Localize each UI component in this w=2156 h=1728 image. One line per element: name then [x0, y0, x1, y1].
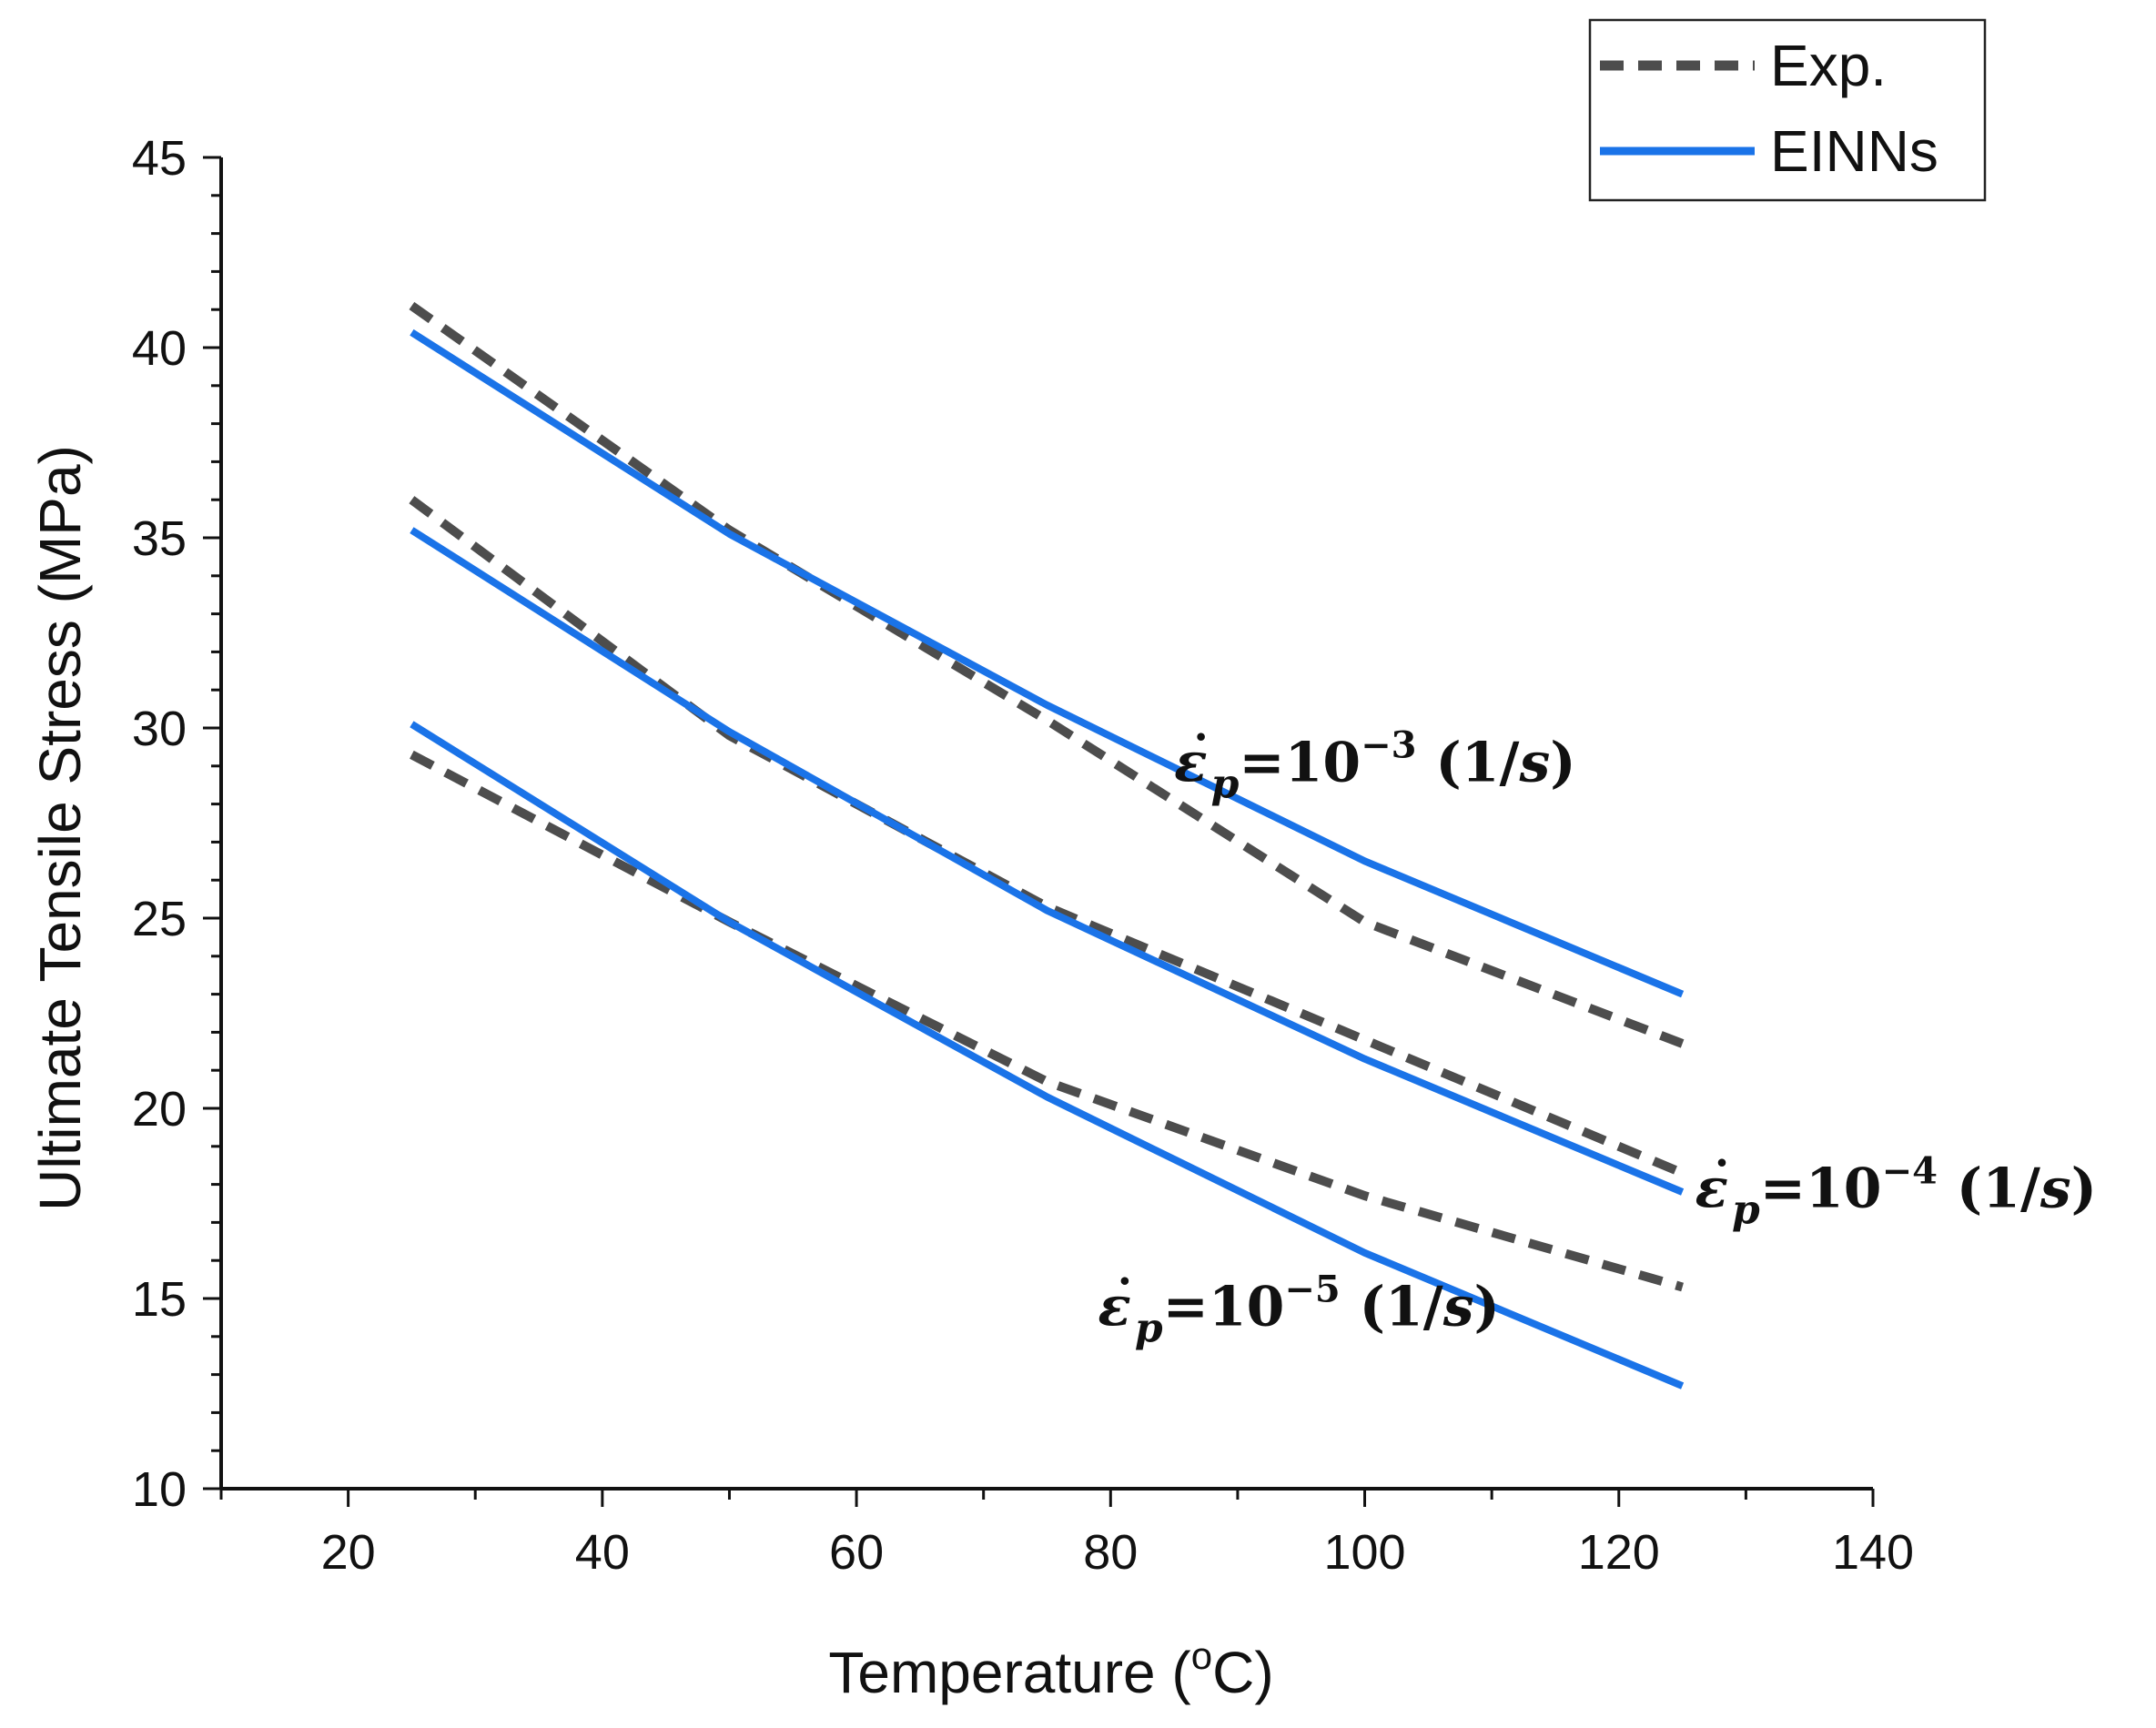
exp-line-10-5	[410, 750, 1684, 1292]
x-tick-label: 60	[829, 1525, 884, 1580]
plot-frame	[219, 157, 1873, 1491]
tick-labels: 20 40 60 80 100 120 140 10 15 20 25 30 35 40 45	[132, 131, 1914, 1580]
x-tick-label: 40	[575, 1525, 630, 1580]
legend-box	[1588, 18, 1987, 202]
x-tick-label: 120	[1578, 1525, 1660, 1580]
y-tick-label: 35	[132, 511, 187, 566]
x-axis-title-unit: C)	[1212, 1640, 1274, 1705]
einns-line-10-4	[410, 527, 1685, 1196]
series-layer	[409, 301, 1685, 1389]
strain-rate-label-2: ε˙p=10−4 (1/s)	[1695, 1150, 2098, 1234]
annotations: ε˙p=10−3 (1/s) ε˙p=10−4 (1/s) ε˙p=10−5 (1/…	[1098, 724, 2097, 1352]
y-tick-label: 20	[132, 1082, 187, 1137]
legend: Exp. EINNs	[1588, 18, 1987, 202]
strain-rate-label-1: ε˙p=10−3 (1/s)	[1174, 724, 1576, 808]
x-tick-label: 20	[321, 1525, 376, 1580]
einns-line-10-3	[410, 328, 1685, 998]
y-tick-label: 30	[132, 702, 187, 756]
x-axis-title-sup: o	[1191, 1634, 1212, 1677]
x-axis-title-text: Temperature (	[828, 1640, 1190, 1705]
y-tick-label: 10	[132, 1462, 187, 1517]
y-tick-label: 25	[132, 892, 187, 946]
exp-line-10-4	[409, 496, 1685, 1177]
y-tick-label: 40	[132, 321, 187, 376]
x-tick-label: 100	[1323, 1525, 1405, 1580]
y-tick-label: 15	[132, 1272, 187, 1327]
legend-exp-label: Exp.	[1770, 33, 1887, 98]
x-tick-label: 80	[1083, 1525, 1138, 1580]
exp-line-10-3	[409, 301, 1685, 1048]
y-axis-title: Ultimate Tensile Stress (MPa)	[27, 445, 93, 1211]
strain-rate-label-3: ε˙p=10−5 (1/s)	[1098, 1268, 1500, 1351]
einns-line-10-5	[410, 721, 1685, 1389]
legend-einns-label: EINNs	[1770, 118, 1938, 184]
x-tick-label: 140	[1832, 1525, 1914, 1580]
x-axis-title: Temperature (oC)	[828, 1634, 1273, 1705]
tick-marks	[203, 156, 1875, 1507]
y-tick-label: 45	[132, 131, 187, 186]
